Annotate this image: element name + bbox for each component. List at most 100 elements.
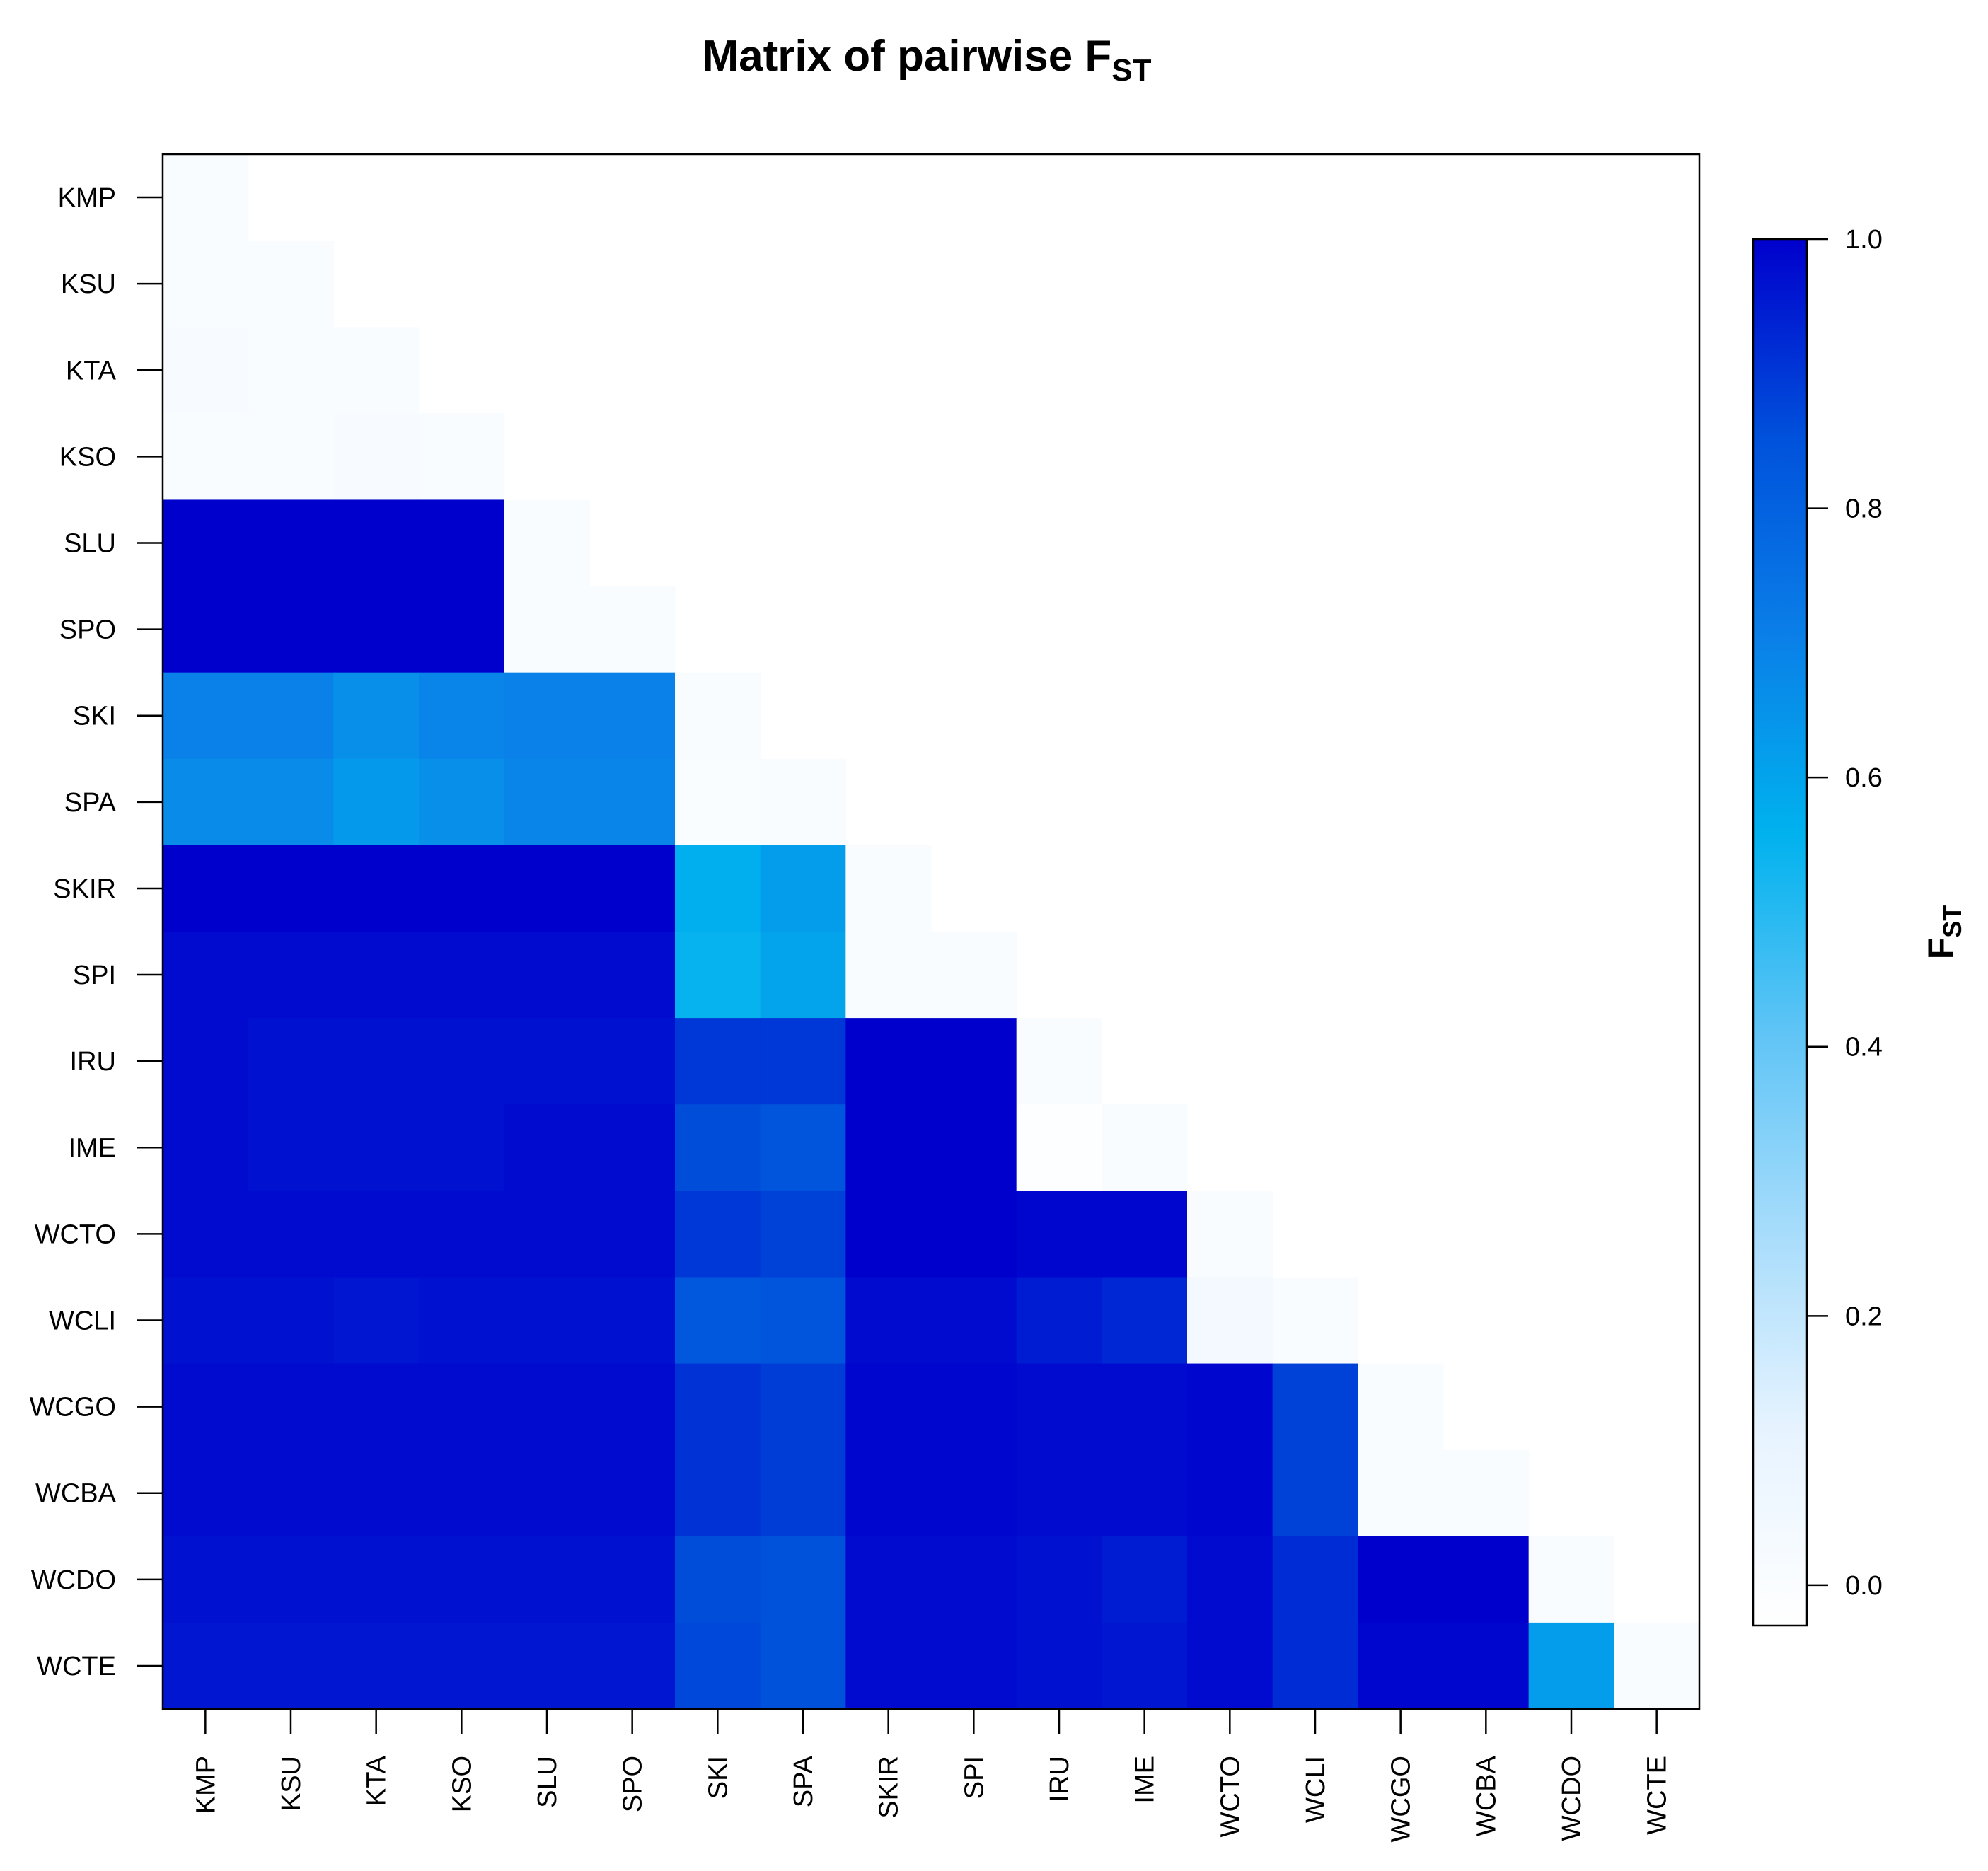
heatmap-cell bbox=[504, 499, 590, 587]
heatmap-cell bbox=[1187, 1191, 1273, 1278]
heatmap-cell bbox=[589, 1277, 676, 1365]
heatmap-cell bbox=[931, 1277, 1017, 1365]
heatmap-cell bbox=[419, 1363, 505, 1451]
x-tick-label: SPA bbox=[789, 1755, 819, 1807]
heatmap-cell bbox=[504, 1191, 590, 1278]
colorbar-tick-label: 0.8 bbox=[1845, 494, 1883, 524]
y-tick-label: WCTO bbox=[35, 1220, 116, 1249]
heatmap-cell bbox=[1016, 1277, 1102, 1365]
colorbar-title: FST bbox=[1921, 905, 1967, 960]
heatmap-cell bbox=[419, 672, 505, 760]
heatmap-cell bbox=[1016, 1449, 1102, 1537]
heatmap-cell bbox=[675, 932, 761, 1019]
heatmap-cell bbox=[504, 758, 590, 846]
x-tick-label: WCTO bbox=[1215, 1756, 1245, 1837]
heatmap-cell bbox=[589, 1536, 676, 1623]
heatmap-cell bbox=[333, 932, 420, 1019]
heatmap-cell bbox=[333, 327, 420, 414]
heatmap-cell bbox=[163, 1191, 249, 1278]
heatmap-cell bbox=[504, 1277, 590, 1365]
heatmap-cell bbox=[333, 499, 420, 587]
heatmap-cell bbox=[760, 1018, 846, 1105]
heatmap-cell bbox=[1102, 1536, 1188, 1623]
heatmap-cell bbox=[589, 1191, 676, 1278]
heatmap-cell bbox=[1272, 1277, 1358, 1365]
heatmap-cell bbox=[1016, 1363, 1102, 1451]
colorbar: 0.0 0.2 0.4 0.6 0.8 1.0 bbox=[1752, 225, 1883, 1627]
heatmap-cell bbox=[248, 672, 334, 760]
heatmap-cell bbox=[760, 845, 846, 932]
x-tick-label: SLU bbox=[533, 1756, 562, 1808]
heatmap-cell bbox=[248, 413, 334, 501]
heatmap-cell bbox=[1358, 1622, 1444, 1710]
heatmap-cell bbox=[1102, 1104, 1188, 1191]
heatmap-cell bbox=[675, 1622, 761, 1710]
heatmap-cell bbox=[845, 845, 932, 932]
heatmap-cell bbox=[1016, 1104, 1102, 1191]
heatmap-cell bbox=[248, 932, 334, 1019]
y-tick-label: SKI bbox=[73, 702, 116, 731]
heatmap-cell bbox=[163, 413, 249, 501]
heatmap-cell bbox=[931, 1449, 1017, 1537]
y-tick-label: WCTE bbox=[37, 1652, 116, 1681]
heatmap-cell bbox=[1358, 1536, 1444, 1623]
heatmap-cell bbox=[675, 845, 761, 932]
heatmap-cell bbox=[589, 586, 676, 673]
heatmap-cell bbox=[504, 1104, 590, 1191]
heatmap-cell bbox=[760, 1363, 846, 1451]
heatmap-cell bbox=[1187, 1363, 1273, 1451]
y-tick-label: SPA bbox=[64, 788, 117, 818]
heatmap-cell bbox=[333, 1536, 420, 1623]
heatmap-cell bbox=[845, 1622, 932, 1710]
heatmap-cell bbox=[760, 1622, 846, 1710]
heatmap-cell bbox=[675, 1104, 761, 1191]
heatmap-cell bbox=[333, 1622, 420, 1710]
heatmap-cell bbox=[504, 672, 590, 760]
x-tick-label: WCDO bbox=[1557, 1756, 1587, 1841]
heatmap-cell bbox=[589, 1363, 676, 1451]
chart-title-subscript: ST bbox=[1111, 53, 1151, 88]
colorbar-tick-label: 0.0 bbox=[1845, 1571, 1883, 1601]
heatmap-cell bbox=[931, 1622, 1017, 1710]
heatmap-cell bbox=[589, 845, 676, 932]
heatmap-cell bbox=[419, 1449, 505, 1537]
heatmap-cell bbox=[333, 1277, 420, 1365]
x-tick-label: KTA bbox=[362, 1755, 392, 1806]
heatmap-cell bbox=[760, 1277, 846, 1365]
heatmap-cell bbox=[163, 327, 249, 414]
heatmap-cell bbox=[163, 1363, 249, 1451]
heatmap-cell bbox=[1358, 1363, 1444, 1451]
y-tick-label: KSO bbox=[59, 442, 116, 472]
heatmap-cell bbox=[931, 1104, 1017, 1191]
heatmap-cell bbox=[248, 758, 334, 846]
heatmap-cell bbox=[1443, 1622, 1530, 1710]
heatmap-cell bbox=[504, 1449, 590, 1537]
heatmap-cell bbox=[419, 1536, 505, 1623]
heatmap-cell bbox=[760, 1104, 846, 1191]
heatmap-cell bbox=[589, 932, 676, 1019]
heatmap-cell bbox=[163, 154, 249, 241]
heatmap-cell bbox=[163, 1277, 249, 1365]
chart-title-main: Matrix of pairwise F bbox=[702, 32, 1111, 81]
heatmap-cell bbox=[333, 413, 420, 501]
heatmap-cell bbox=[419, 1104, 505, 1191]
heatmap-cell bbox=[248, 1191, 334, 1278]
heatmap-cell bbox=[419, 1277, 505, 1365]
heatmap-cell bbox=[333, 672, 420, 760]
heatmap-cell bbox=[589, 1622, 676, 1710]
heatmap-cell bbox=[333, 1104, 420, 1191]
y-tick-label: SKIR bbox=[53, 874, 116, 904]
heatmap-cell bbox=[1528, 1622, 1614, 1710]
heatmap-cell bbox=[419, 845, 505, 932]
heatmap-cell bbox=[248, 586, 334, 673]
heatmap-cell bbox=[248, 1363, 334, 1451]
heatmap-cell bbox=[1187, 1536, 1273, 1623]
heatmap-cell bbox=[931, 1536, 1017, 1623]
heatmap-cell bbox=[163, 1449, 249, 1537]
heatmap-cell bbox=[419, 499, 505, 587]
heatmap-cell bbox=[589, 758, 676, 846]
x-tick-label: SPO bbox=[618, 1756, 648, 1812]
y-tick-label: WCDO bbox=[31, 1565, 116, 1595]
heatmap-cell bbox=[248, 499, 334, 587]
